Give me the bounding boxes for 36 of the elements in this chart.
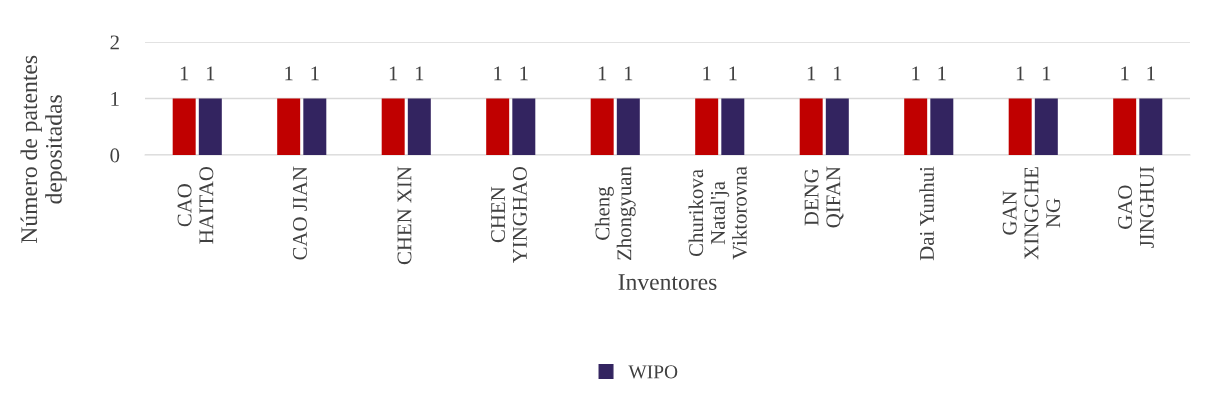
data-label: 1 [1042,66,1051,81]
data-label: 1 [703,66,711,81]
data-label: 1 [729,66,737,81]
data-label: 1 [598,66,607,81]
x-tick-label: CAO JIAN [292,166,307,260]
x-tick-label: DENG QIFAN [804,166,844,228]
x-tick-label: GAN XINGCHE NG [1002,167,1061,260]
x-tick-label: Cheng Zhongyuan [594,166,636,260]
data-label: 1 [1147,66,1155,81]
x-tick-label: CAO HAITAO [177,166,214,244]
data-label: 1 [206,66,215,81]
data-label: 1 [624,66,633,81]
data-label: 1 [389,66,398,81]
y-tick-label: 1 [111,91,119,106]
x-tick-label: Dai Yunhui [919,166,934,261]
data-label: 1 [520,66,528,81]
legend-label: WIPO [628,365,678,379]
data-label: 1 [180,66,189,81]
data-label: 1 [494,66,502,81]
data-label: 1 [938,66,946,81]
x-tick-label: CHEN XIN [397,166,412,265]
y-axis-title: Número de patentes depositadas [20,55,67,244]
y-tick-label: 0 [110,148,120,163]
data-label: 1 [1016,66,1025,81]
x-tick-label: CHEN YINGHAO [491,166,527,264]
data-label: 1 [912,66,920,81]
x-axis-title: Inventores [618,274,717,291]
y-tick-label: 2 [110,35,119,50]
data-label: 1 [311,66,319,81]
data-label: 1 [807,66,816,81]
data-label: 1 [833,66,842,81]
data-label: 1 [285,66,293,81]
data-label: 1 [415,66,424,81]
data-label: 1 [1121,66,1129,81]
x-tick-label: GAO JINGHUI [1118,166,1154,248]
x-tick-label: Churikova Natal'ja Viktorovna [688,166,747,260]
